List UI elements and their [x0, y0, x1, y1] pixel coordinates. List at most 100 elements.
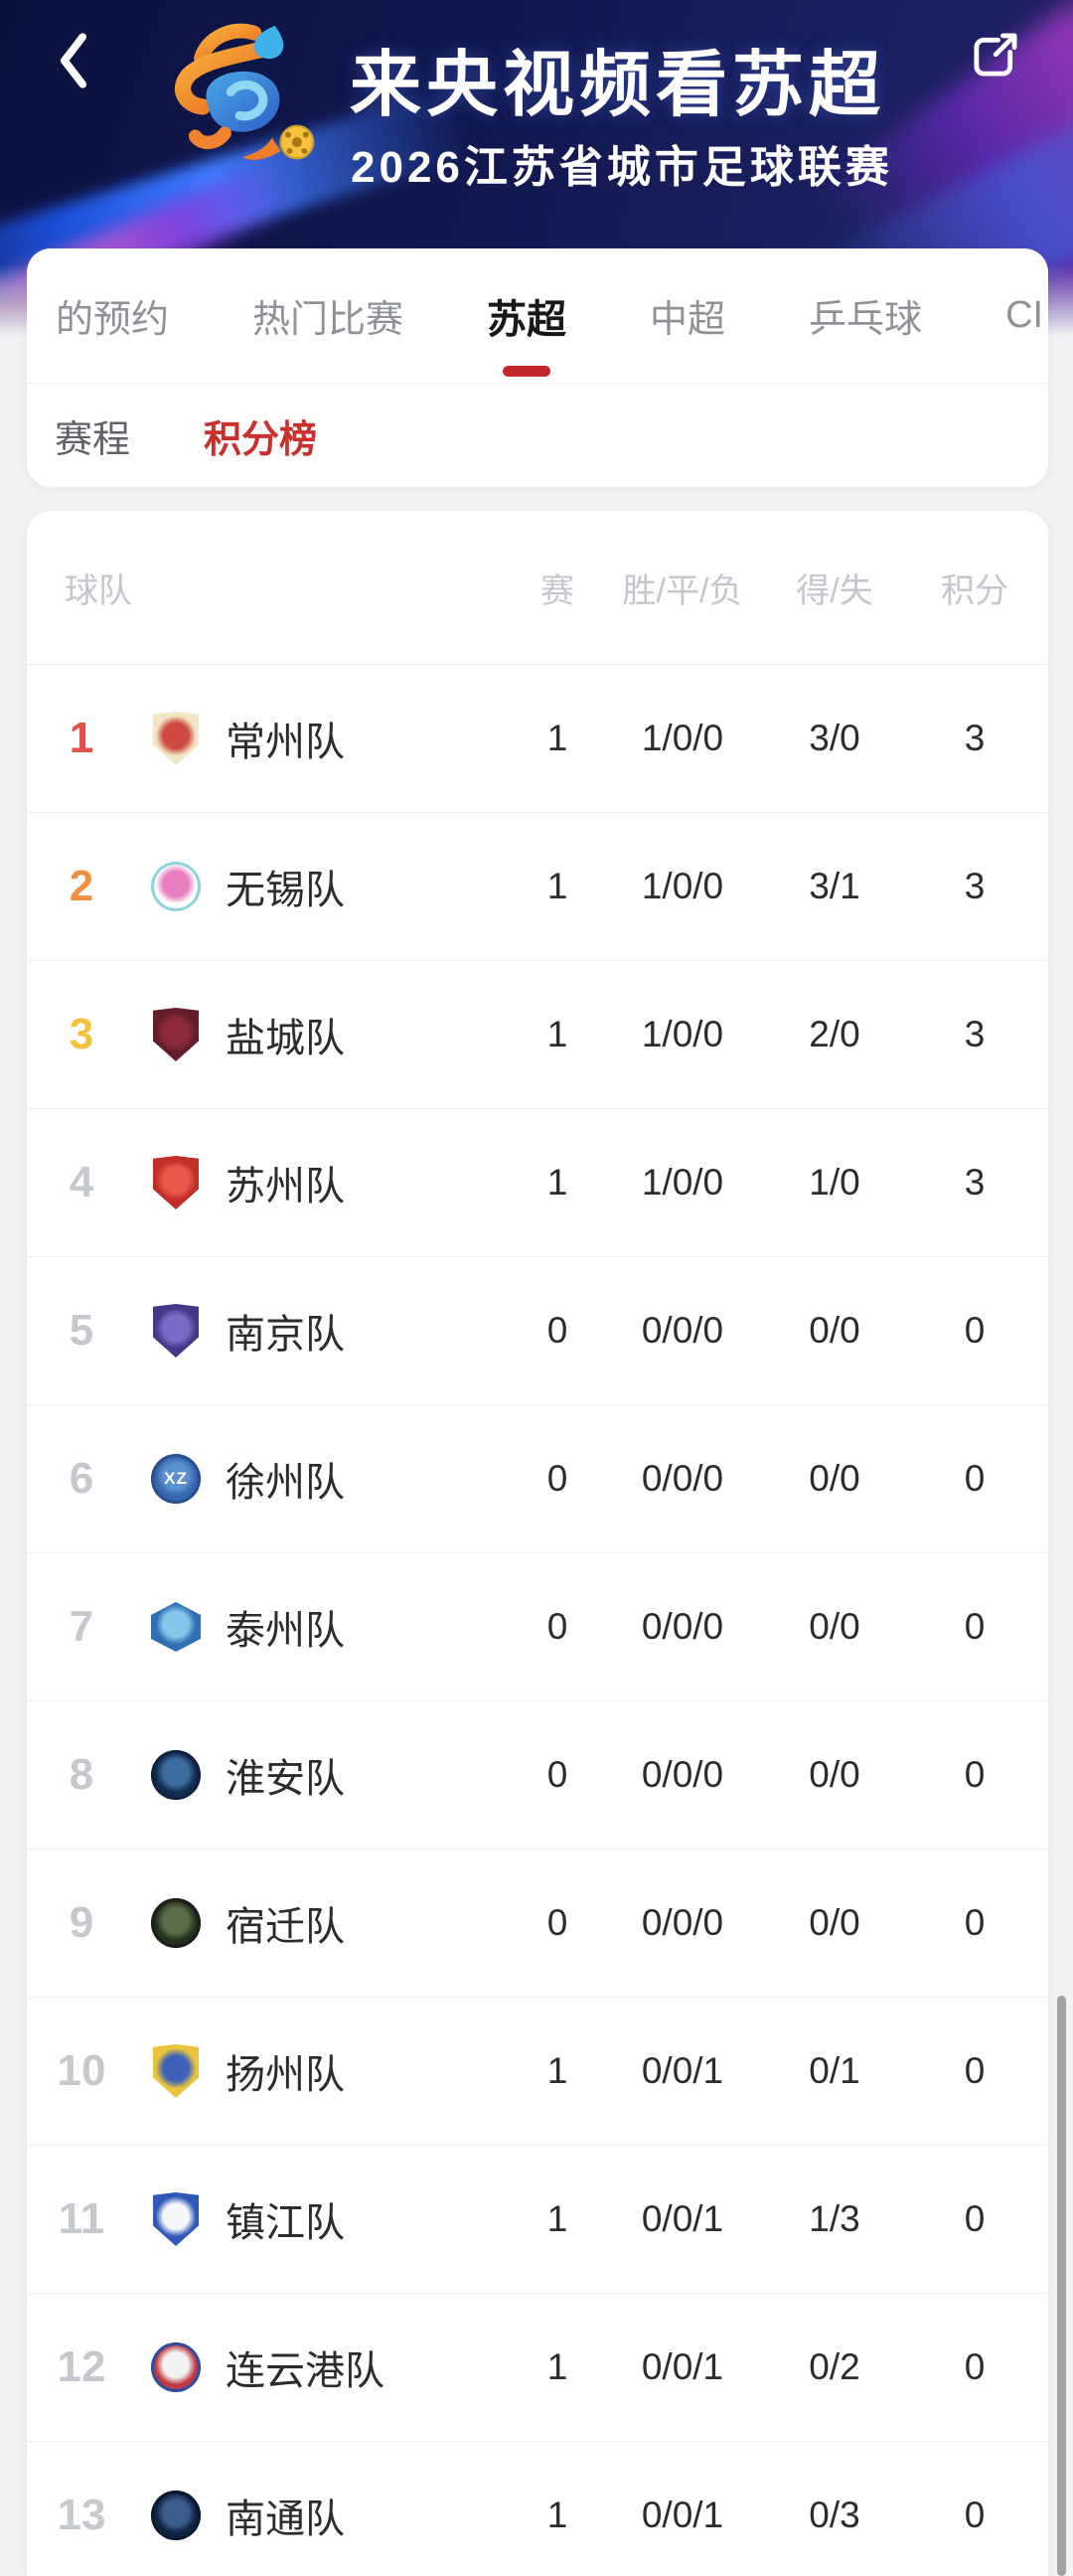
team-name: 淮安队 — [226, 1757, 345, 1801]
column-header-points: 积分 — [941, 571, 1008, 610]
team-name: 苏州队 — [226, 1165, 345, 1208]
table-row[interactable]: 8 淮安队 0 0/0/0 0/0 0 — [27, 1700, 1048, 1849]
team-name: 宿迁队 — [226, 1905, 345, 1949]
team-name: 南京队 — [226, 1313, 345, 1357]
points-value: 0 — [964, 2495, 986, 2535]
rank: 9 — [69, 1898, 94, 1947]
goals-value: 0/3 — [809, 2495, 860, 2535]
team-badge-icon — [153, 2192, 199, 2246]
points-value: 3 — [964, 866, 986, 906]
points-value: 0 — [964, 1606, 986, 1647]
column-header-goals: 得/失 — [796, 571, 873, 610]
wdl-value: 0/0/1 — [641, 2495, 724, 2535]
points-value: 0 — [964, 1754, 986, 1795]
team-badge-icon — [151, 1750, 201, 1800]
played-value: 1 — [546, 2495, 568, 2535]
played-value: 0 — [546, 1902, 568, 1943]
tabs-divider — [27, 383, 1048, 384]
goals-value: 0/0 — [809, 1606, 860, 1647]
rank: 5 — [69, 1306, 94, 1355]
team-name: 扬州队 — [226, 2053, 345, 2097]
wdl-value: 0/0/0 — [641, 1902, 724, 1943]
team-name: 无锡队 — [226, 869, 345, 912]
goals-value: 1/3 — [809, 2198, 860, 2239]
table-row[interactable]: 10 扬州队 1 0/0/1 0/1 0 — [27, 1997, 1048, 2145]
team-badge-icon — [153, 1156, 199, 1209]
subtab-schedule[interactable]: 赛程 — [55, 418, 131, 461]
wdl-value: 0/0/1 — [641, 2050, 724, 2091]
played-value: 0 — [546, 1606, 568, 1647]
table-header: 球队 赛 胜/平/负 得/失 积分 — [27, 511, 1048, 665]
played-value: 1 — [546, 2198, 568, 2239]
table-row[interactable]: 12 连云港队 1 0/0/1 0/2 0 — [27, 2293, 1048, 2441]
points-value: 0 — [964, 2050, 986, 2091]
wdl-value: 0/0/1 — [641, 2198, 724, 2239]
share-icon[interactable] — [966, 26, 1023, 85]
played-value: 0 — [546, 1310, 568, 1351]
table-row[interactable]: 4 苏州队 1 1/0/0 1/0 3 — [27, 1108, 1048, 1256]
page-scrollbar[interactable] — [1057, 1996, 1066, 2576]
played-value: 1 — [546, 1162, 568, 1203]
table-row[interactable]: 11 镇江队 1 0/0/1 1/3 0 — [27, 2145, 1048, 2293]
points-value: 3 — [964, 1162, 986, 1203]
active-tab-indicator — [503, 366, 551, 377]
subtab-standings[interactable]: 积分榜 — [204, 418, 318, 461]
goals-value: 3/0 — [809, 718, 860, 758]
tabs-card: 的预约 热门比赛 苏超 中超 乒乓球 CI 赛程 积分榜 — [27, 248, 1048, 487]
goals-value: 0/2 — [809, 2346, 860, 2387]
table-row[interactable]: 13 南通队 1 0/0/1 0/3 0 — [27, 2441, 1048, 2576]
played-value: 1 — [546, 2050, 568, 2091]
wdl-value: 0/0/0 — [641, 1310, 724, 1351]
goals-value: 1/0 — [809, 1162, 860, 1203]
back-icon[interactable] — [52, 28, 95, 93]
wdl-value: 0/0/0 — [641, 1754, 724, 1795]
tab-yuyue[interactable]: 的预约 — [56, 299, 170, 341]
table-row[interactable]: 5 南京队 0 0/0/0 0/0 0 — [27, 1256, 1048, 1404]
tab-zhongchao[interactable]: 中超 — [650, 299, 726, 341]
table-row[interactable]: 9 宿迁队 0 0/0/0 0/0 0 — [27, 1849, 1048, 1997]
team-badge-icon — [153, 1304, 199, 1358]
goals-value: 2/0 — [809, 1014, 860, 1054]
tab-pingpong[interactable]: 乒乓球 — [809, 299, 923, 341]
table-row[interactable]: 2 无锡队 1 1/0/0 3/1 3 — [27, 812, 1048, 960]
tab-ci[interactable]: CI — [1005, 294, 1044, 336]
points-value: 0 — [964, 1458, 986, 1499]
played-value: 1 — [546, 718, 568, 758]
banner-subtitle: 2026江苏省城市足球联赛 — [351, 143, 893, 192]
team-badge-icon — [151, 2342, 201, 2392]
wdl-value: 1/0/0 — [641, 718, 724, 758]
wdl-value: 1/0/0 — [641, 1014, 724, 1054]
team-name: 南通队 — [226, 2497, 345, 2541]
column-header-team: 球队 — [65, 571, 132, 610]
played-value: 0 — [546, 1754, 568, 1795]
points-value: 0 — [964, 2346, 986, 2387]
rank: 6 — [69, 1454, 94, 1503]
rank: 4 — [69, 1158, 94, 1207]
wdl-value: 0/0/0 — [641, 1458, 724, 1499]
team-badge-icon — [151, 2491, 201, 2540]
points-value: 3 — [964, 1014, 986, 1054]
played-value: 1 — [546, 2346, 568, 2387]
goals-value: 0/0 — [809, 1902, 860, 1943]
table-row[interactable]: 3 盐城队 1 1/0/0 2/0 3 — [27, 960, 1048, 1108]
table-row[interactable]: 7 泰州队 0 0/0/0 0/0 0 — [27, 1552, 1048, 1700]
played-value: 0 — [546, 1458, 568, 1499]
played-value: 1 — [546, 1014, 568, 1054]
tab-hot-matches[interactable]: 热门比赛 — [252, 299, 404, 341]
table-row[interactable]: 1 常州队 1 1/0/0 3/0 3 — [27, 665, 1048, 812]
table-row[interactable]: 6 XZ 徐州队 0 0/0/0 0/0 0 — [27, 1404, 1048, 1552]
rank: 11 — [58, 2194, 105, 2243]
goals-value: 0/1 — [809, 2050, 860, 2091]
team-badge-icon — [151, 1898, 201, 1948]
tab-suchao[interactable]: 苏超 — [487, 248, 566, 383]
wdl-value: 0/0/1 — [641, 2346, 724, 2387]
team-name: 常州队 — [226, 721, 345, 764]
wdl-value: 1/0/0 — [641, 1162, 724, 1203]
team-badge-icon — [153, 2044, 199, 2098]
rank: 7 — [69, 1602, 94, 1651]
rank: 1 — [69, 714, 94, 762]
rank: 13 — [57, 2491, 106, 2539]
points-value: 0 — [964, 2198, 986, 2239]
column-header-played: 赛 — [540, 571, 574, 610]
